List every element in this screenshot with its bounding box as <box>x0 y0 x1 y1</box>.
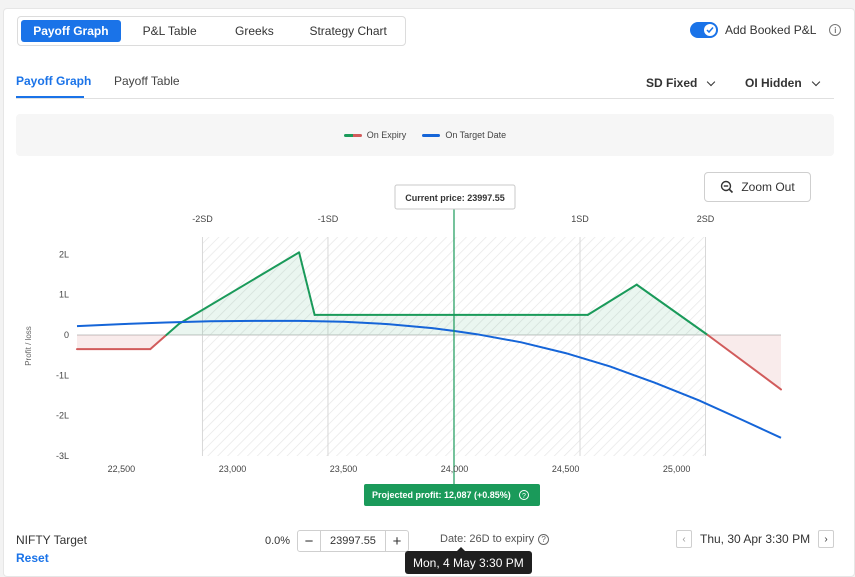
legend-label-expiry: On Expiry <box>366 130 407 140</box>
sd-label: 2SD <box>697 214 715 224</box>
legend-item-target[interactable]: On Target Date <box>422 130 506 140</box>
x-tick-label: 23,500 <box>330 464 358 474</box>
profit-area <box>179 252 300 335</box>
y-tick-label: 1L <box>59 290 69 300</box>
tab-payoff-graph[interactable]: Payoff Graph <box>21 20 121 42</box>
expiry-line-segment <box>178 251 301 325</box>
expiry-line-segment <box>149 334 168 351</box>
x-tick-label: 25,000 <box>663 464 691 474</box>
expiry-line-segment <box>165 322 181 336</box>
projected-profit-label: Projected profit: 12,087 (+0.85%) <box>372 490 511 500</box>
legend-swatch-target <box>422 133 441 137</box>
expiry-line-segment <box>635 283 709 336</box>
oi-dropdown[interactable]: OI Hidden <box>745 76 820 90</box>
profit-area <box>314 314 455 335</box>
prev-date-button[interactable]: ‹ <box>676 530 692 548</box>
days-to-expiry: Date: 26D to expiry <box>440 533 535 545</box>
check-icon <box>704 24 716 36</box>
current-price-box <box>394 184 516 210</box>
price-stepper: − + <box>297 530 409 552</box>
sd-label: -2SD <box>192 214 213 224</box>
legend-label-target: On Target Date <box>445 130 507 140</box>
sd-dropdown-value: SD Fixed <box>646 76 698 90</box>
expiry-line-segment <box>586 283 638 316</box>
x-tick-label: 22,500 <box>108 464 136 474</box>
date-info: Date: 26D to expiry ? <box>440 533 550 545</box>
decrement-button[interactable]: − <box>304 532 314 550</box>
profit-area <box>587 284 637 335</box>
legend-item-expiry[interactable]: On Expiry <box>343 130 407 140</box>
profit-area <box>299 252 315 335</box>
target-date-line <box>76 319 782 439</box>
y-tick-label: -2L <box>56 411 69 421</box>
info-icon[interactable]: i <box>829 24 842 36</box>
x-tick-label: 24,000 <box>441 464 469 474</box>
next-date-button[interactable]: › <box>818 530 835 548</box>
target-label: NIFTY Target <box>16 533 87 547</box>
x-tick-label: 24,500 <box>552 464 580 474</box>
expiry-line-segment <box>298 251 316 316</box>
view-tabs: Payoff Graph P&L Table Greeks Strategy C… <box>17 16 406 46</box>
increment-button[interactable]: + <box>392 532 402 550</box>
date-tooltip: Mon, 4 May 3:30 PM <box>405 547 532 574</box>
profit-area <box>454 314 588 335</box>
tab-pl-table[interactable]: P&L Table <box>142 24 197 38</box>
y-tick-label: 2L <box>59 249 69 259</box>
tab-strategy-chart[interactable]: Strategy Chart <box>309 24 387 38</box>
expiry-line-segment <box>706 334 782 391</box>
add-booked-pl-label: Add Booked P&L <box>725 23 817 37</box>
chart-legend: On Expiry On Target Date <box>16 114 834 156</box>
reset-link[interactable]: Reset <box>16 551 49 565</box>
date-navigator: ‹ Thu, 30 Apr 3:30 PM › <box>676 530 835 548</box>
tab-greeks[interactable]: Greeks <box>235 24 274 38</box>
legend-swatch-expiry <box>343 133 362 137</box>
add-booked-pl-control: Add Booked P&L i <box>690 22 842 38</box>
target-percent: 0.0% <box>265 535 291 547</box>
zoom-out-label: Zoom Out <box>741 180 795 194</box>
target-date: Thu, 30 Apr 3:30 PM <box>700 532 811 546</box>
target-price-input[interactable] <box>320 531 386 551</box>
sub-tabs: Payoff Graph Payoff Table SD Fixed OI Hi… <box>16 72 834 99</box>
oi-dropdown-value: OI Hidden <box>745 76 802 90</box>
help-icon <box>518 490 529 500</box>
y-tick-label: 0 <box>64 330 69 340</box>
y-axis-label: Profit / loss <box>24 326 33 366</box>
y-tick-label: -3L <box>56 451 69 461</box>
sd-dropdown[interactable]: SD Fixed <box>646 76 716 90</box>
projected-profit-badge <box>363 484 540 506</box>
help-icon-glyph: ? <box>522 493 526 500</box>
help-icon[interactable]: ? <box>538 533 550 545</box>
subtab-payoff-graph[interactable]: Payoff Graph <box>16 74 92 88</box>
y-tick-label: -1L <box>56 370 69 380</box>
zoom-out-button[interactable]: Zoom Out <box>704 172 811 202</box>
current-price-label: Current price: 23997.55 <box>405 193 505 203</box>
loss-area <box>77 335 151 350</box>
subtab-payoff-table[interactable]: Payoff Table <box>114 74 180 88</box>
sd-label: -1SD <box>318 214 339 224</box>
zoom-out-icon <box>721 180 734 194</box>
active-tab-indicator <box>16 96 84 98</box>
sd-label: 1SD <box>571 214 589 224</box>
x-tick-label: 23,000 <box>219 464 247 474</box>
add-booked-pl-toggle[interactable] <box>690 22 718 38</box>
